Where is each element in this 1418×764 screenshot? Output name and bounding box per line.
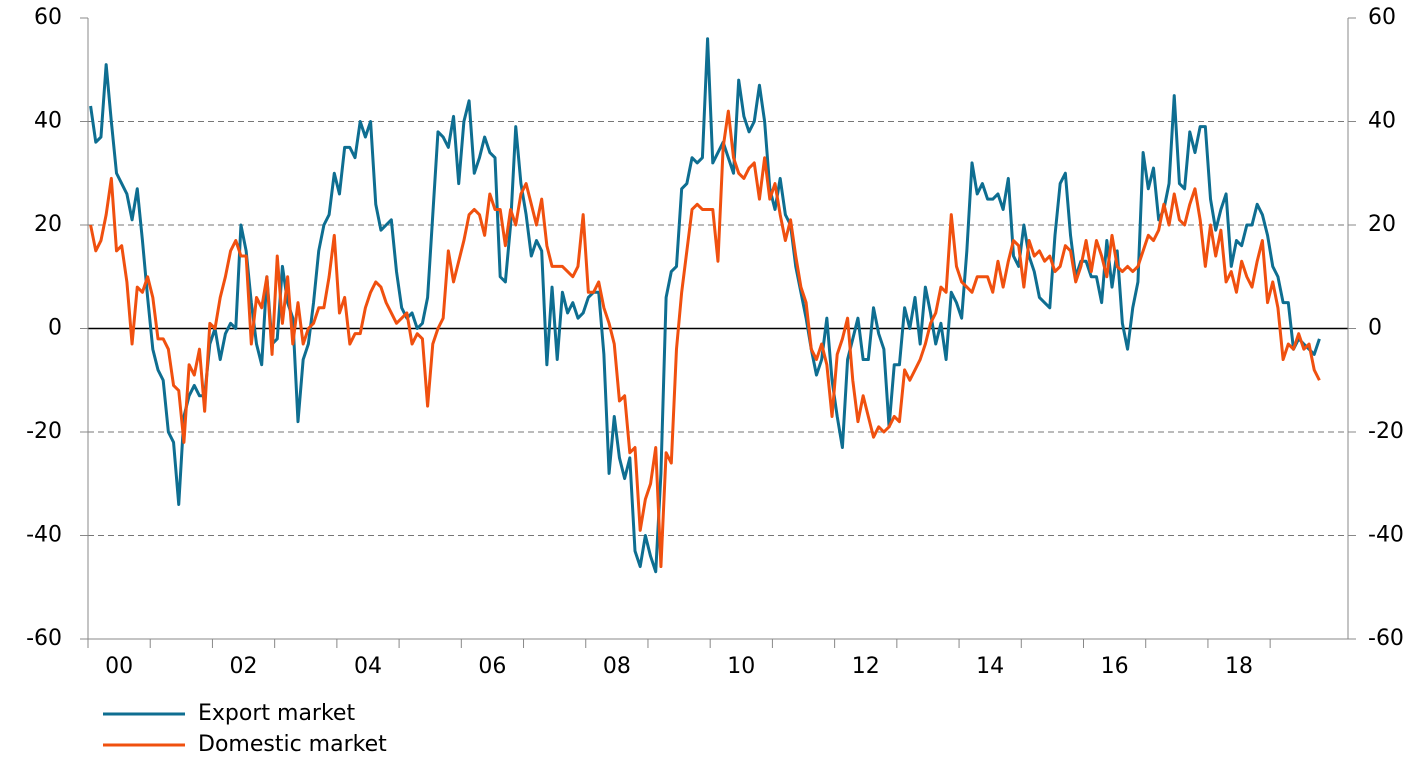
y-tick-label: 20	[34, 212, 62, 237]
y2-tick-label: -40	[1368, 523, 1404, 548]
y-tick-label: -40	[26, 523, 62, 548]
x-tick-label: 12	[852, 654, 880, 679]
series-line	[89, 109, 1321, 569]
y2-tick-label: 60	[1368, 5, 1396, 30]
x-tick-label: 10	[727, 654, 755, 679]
x-tick-label: 06	[478, 654, 506, 679]
y2-tick-label: -60	[1368, 626, 1404, 651]
x-tick-label: 14	[976, 654, 1004, 679]
y2-tick-label: 40	[1368, 109, 1396, 134]
x-tick-label: 00	[105, 654, 133, 679]
y-tick-label: 60	[34, 5, 62, 30]
y-tick-label: 40	[34, 109, 62, 134]
y-tick-label: -60	[26, 626, 62, 651]
x-tick-label: 18	[1225, 654, 1253, 679]
series-line	[89, 37, 1321, 574]
x-tick-label: 04	[354, 654, 382, 679]
x-tick-label: 08	[603, 654, 631, 679]
y-tick-label: -20	[26, 419, 62, 444]
x-tick-label: 02	[230, 654, 258, 679]
y2-tick-label: 0	[1368, 316, 1382, 341]
y2-tick-label: 20	[1368, 212, 1396, 237]
legend-label: Export market	[198, 701, 355, 726]
y2-tick-label: -20	[1368, 419, 1404, 444]
y-tick-label: 0	[48, 316, 62, 341]
legend-label: Domestic market	[198, 732, 387, 757]
x-tick-label: 16	[1101, 654, 1129, 679]
